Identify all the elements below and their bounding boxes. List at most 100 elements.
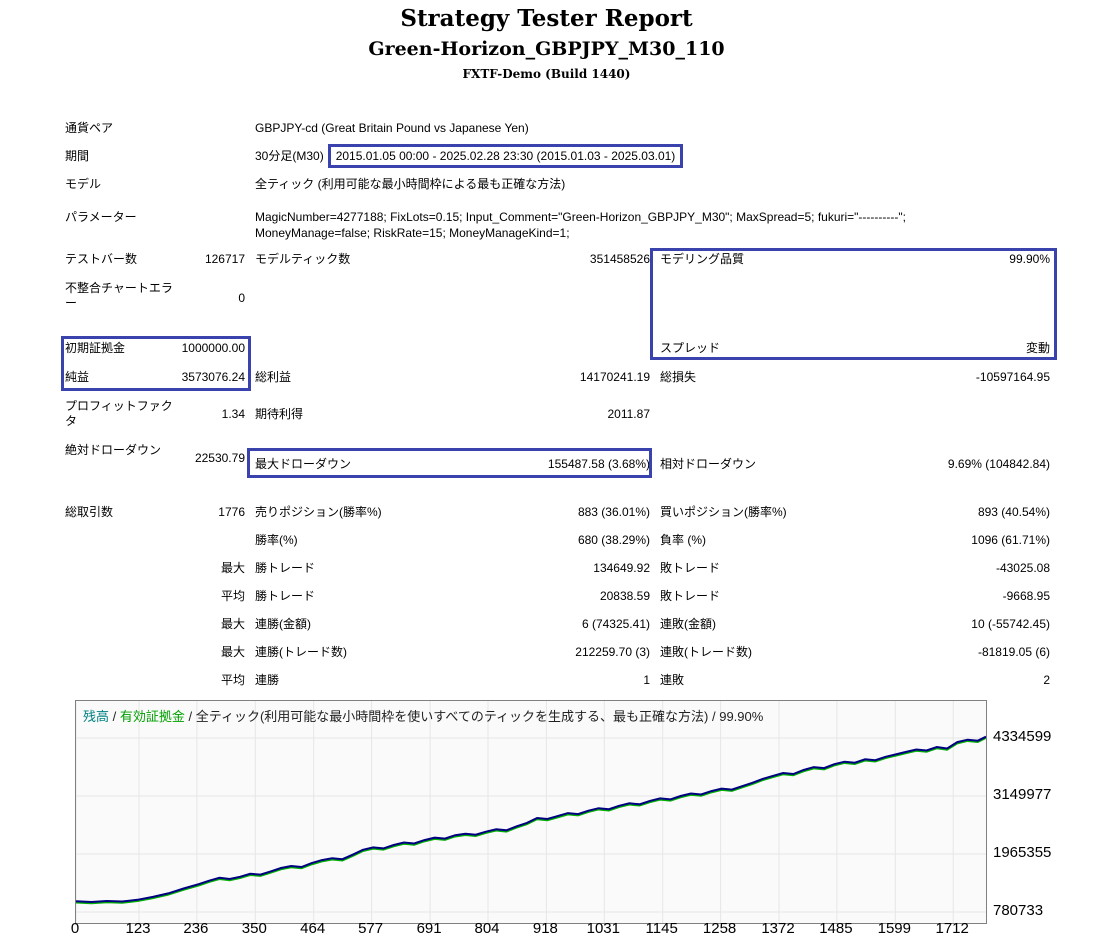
stat-label: 最大 [220, 617, 245, 631]
stat-value: 2 [1043, 673, 1050, 687]
stat-label: 総利益 [255, 370, 292, 384]
stat-label: 平均 [220, 589, 245, 603]
legend-description: 全ティック(利用可能な最小時間枠を使いすべてのティックを生成する、最も正確な方法… [195, 709, 764, 724]
legend-separator: / [109, 709, 120, 724]
row-average-consecutive: 平均 連勝 1 連敗 2 [0, 673, 1093, 689]
stat-label: 連勝 [255, 673, 280, 687]
stat-label: 相対ドローダウン [660, 457, 757, 471]
stat-value: 3573076.24 [181, 370, 245, 384]
stat-value: 2011.87 [607, 407, 651, 421]
x-tick-label: 350 [241, 920, 267, 937]
balance-chart [75, 700, 987, 924]
stat-label: モデルティック数 [255, 252, 351, 266]
stat-value: 155487.58 (3.68%) [547, 457, 650, 471]
stat-value: -9668.95 [1002, 589, 1050, 603]
params-line2: MoneyManage=false; RiskRate=15; MoneyMan… [255, 226, 570, 240]
stat-value: 20838.59 [599, 589, 650, 603]
row-mismatch-errors: 不整合チャートエラー 0 [0, 281, 1093, 310]
row-model: モデル 全ティック (利用可能な最小時間枠による最も正確な方法) [0, 177, 1093, 193]
symbol-value: GBPJPY-cd (Great Britain Pound vs Japane… [255, 121, 529, 135]
stat-label: 敗トレード [660, 589, 721, 603]
y-tick-label: 1965355 [993, 843, 1052, 861]
x-tick-label: 464 [300, 920, 326, 937]
stat-label: 純益 [65, 370, 90, 384]
stat-value: -81819.05 (6) [977, 645, 1050, 659]
row-consecutive-money: 最大 連勝(金額) 6 (74325.41) 連敗(金額) 10 (-55742… [0, 617, 1093, 633]
x-tick-label: 123 [125, 920, 151, 937]
stat-value: 1000000.00 [181, 341, 245, 355]
stat-value: 893 (40.54%) [977, 505, 1050, 519]
stat-label: 初期証拠金 [65, 341, 126, 355]
period-value: 30分足(M30) 2015.01.05 00:00 - 2025.02.28 2… [255, 144, 684, 168]
row-drawdown: 絶対ドローダウン 22530.79 最大ドローダウン 155487.58 (3.… [0, 443, 1093, 471]
ea-name: Green-Horizon_GBPJPY_M30_110 [368, 38, 725, 60]
period-label: 期間 [65, 149, 90, 163]
stat-value: 680 (38.29%) [577, 533, 650, 547]
stat-value: 1 [643, 673, 650, 687]
y-tick-label: 3149977 [993, 785, 1052, 803]
stat-label: 期待利得 [255, 407, 304, 421]
x-tick-label: 236 [183, 920, 209, 937]
stat-value: 変動 [1025, 341, 1050, 355]
stat-value: -10597164.95 [975, 370, 1050, 384]
params-line1: MagicNumber=4277188; FixLots=0.15; Input… [255, 210, 906, 224]
row-initial-deposit: 初期証拠金 1000000.00 スプレッド 変動 [0, 341, 1093, 357]
stat-label: 最大 [220, 561, 245, 575]
stat-label: 勝率(%) [255, 533, 298, 547]
y-tick-label: 4334599 [993, 727, 1052, 745]
legend-equity: 有効証拠金 [119, 709, 185, 724]
x-tick-label: 1599 [877, 920, 911, 937]
stat-label: 連勝(金額) [255, 617, 311, 631]
stat-value: -43025.08 [995, 561, 1050, 575]
row-win-rate: 勝率(%) 680 (38.29%) 負率 (%) 1096 (61.71%) [0, 533, 1093, 549]
stat-value: 99.90% [1009, 252, 1050, 266]
server-build: FXTF-Demo (Build 1440) [462, 67, 631, 81]
report-title: Strategy Tester Report [400, 5, 693, 32]
stat-label: 連敗(トレード数) [660, 645, 752, 659]
chart-y-axis: 780733 1965355 3149977 4334599 [993, 700, 1088, 922]
row-largest-trade: 最大 勝トレード 134649.92 敗トレード -43025.08 [0, 561, 1093, 577]
stat-label: モデリング品質 [660, 252, 745, 266]
equity-line [75, 737, 987, 905]
x-tick-label: 1712 [935, 920, 969, 937]
stat-value: 6 (74325.41) [581, 617, 650, 631]
x-tick-label: 918 [532, 920, 558, 937]
stat-value: 1096 (61.71%) [971, 533, 1050, 547]
params-label: パラメーター [65, 210, 137, 224]
stat-label: スプレッド [660, 341, 721, 355]
x-tick-label: 1258 [702, 920, 737, 937]
stat-label: 連勝(トレード数) [255, 645, 347, 659]
x-tick-label: 1145 [645, 920, 678, 937]
stat-value: 212259.70 (3) [575, 645, 650, 659]
row-profit-factor: プロフィットファクタ 1.34 期待利得 2011.87 [0, 399, 1093, 428]
row-bars: テストバー数 126717 モデルティック数 351458526 モデリング品質… [0, 252, 1093, 268]
stat-label: 勝トレード [255, 561, 316, 575]
chart-x-axis: 0 123 236 350 464 577 691 804 918 1031 1145 1258 137… [71, 920, 985, 938]
legend-separator: / [184, 709, 196, 724]
symbol-label: 通貨ペア [65, 121, 114, 135]
x-tick-label: 1031 [586, 920, 620, 937]
stat-label: 勝トレード [255, 589, 316, 603]
row-parameters: パラメーター MagicNumber=4277188; FixLots=0.15… [0, 210, 1093, 240]
x-tick-label: 1372 [761, 920, 795, 937]
stat-value: 22530.79 [194, 451, 245, 465]
x-tick-label: 1485 [819, 920, 853, 937]
stat-label: 総取引数 [65, 505, 114, 519]
row-consecutive-count: 最大 連勝(トレード数) 212259.70 (3) 連敗(トレード数) -81… [0, 645, 1093, 661]
stat-label: 負率 (%) [660, 533, 706, 547]
stat-label: 連敗(金額) [660, 617, 716, 631]
legend-balance: 残高 [83, 709, 110, 724]
x-tick-label: 577 [358, 920, 384, 937]
stat-value: 1776 [218, 505, 245, 519]
y-tick-label: 780733 [993, 901, 1044, 919]
stat-label: 絶対ドローダウン [65, 443, 162, 457]
stat-value: 134649.92 [593, 561, 650, 575]
stat-value: 1.34 [221, 407, 245, 421]
stat-value: 0 [238, 291, 245, 305]
chart-svg [75, 701, 987, 923]
row-symbol: 通貨ペア GBPJPY-cd (Great Britain Pound vs J… [0, 121, 1093, 137]
chart-legend: 残高 / 有効証拠金 / 全ティック(利用可能な最小時間枠を使いすべてのティック… [83, 706, 763, 725]
x-tick-label: 0 [70, 920, 80, 937]
stat-label: 敗トレード [660, 561, 721, 575]
